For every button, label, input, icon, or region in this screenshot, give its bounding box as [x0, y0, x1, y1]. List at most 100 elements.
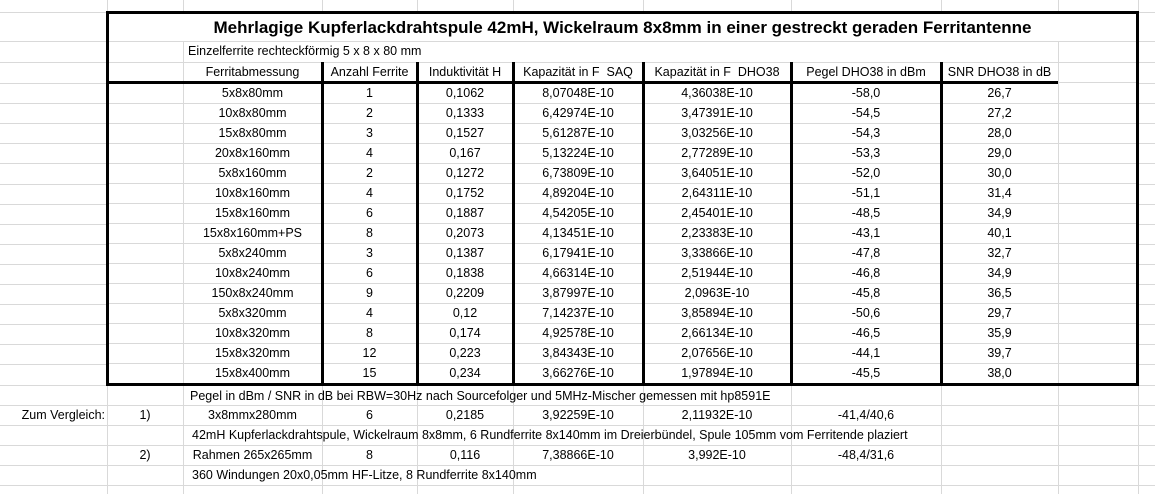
table-cell[interactable]: 6,17941E-10 [542, 245, 614, 260]
table-cell[interactable]: 0,1062 [445, 85, 485, 100]
compare-cell[interactable]: 2,11932E-10 [681, 407, 753, 422]
table-cell[interactable]: 39,7 [987, 345, 1012, 360]
table-cell[interactable]: -48,5 [851, 205, 881, 220]
table-cell[interactable]: -52,0 [851, 165, 881, 180]
table-cell[interactable]: 1,97894E-10 [681, 365, 753, 380]
table-cell[interactable]: 15x8x160mm [214, 205, 291, 220]
compare-cell[interactable]: 3,992E-10 [688, 447, 746, 462]
table-title[interactable]: Mehrlagige Kupferlackdrahtspule 42mH, Wi… [213, 18, 1032, 37]
table-cell[interactable]: 20x8x160mm [214, 145, 291, 160]
table-cell[interactable]: 27,2 [987, 105, 1012, 120]
table-cell[interactable]: 6,73809E-10 [542, 165, 614, 180]
table-cell[interactable]: 6 [366, 205, 373, 220]
table-cell[interactable]: 3 [366, 125, 373, 140]
table-cell[interactable]: 2,0963E-10 [684, 285, 750, 300]
table-cell[interactable]: 6 [366, 265, 373, 280]
table-subtitle[interactable]: Einzelferrite rechteckförmig 5 x 8 x 80 … [188, 44, 422, 59]
table-cell[interactable]: 2,77289E-10 [681, 145, 753, 160]
table-cell[interactable]: 32,7 [987, 245, 1012, 260]
column-header[interactable]: Pegel DHO38 in dBm [806, 65, 926, 80]
table-cell[interactable]: 8,07048E-10 [542, 85, 614, 100]
table-cell[interactable]: 15 [362, 365, 377, 380]
table-cell[interactable]: -46,8 [851, 265, 881, 280]
table-cell[interactable]: 12 [362, 345, 377, 360]
table-cell[interactable]: 31,4 [987, 185, 1012, 200]
table-cell[interactable]: 15x8x160mm+PS [202, 225, 302, 240]
compare-description[interactable]: 360 Windungen 20x0,05mm HF-Litze, 8 Rund… [192, 467, 537, 482]
table-cell[interactable]: 4,36038E-10 [681, 85, 753, 100]
table-cell[interactable]: 2,45401E-10 [681, 205, 753, 220]
table-cell[interactable]: 5x8x240mm [218, 245, 287, 260]
compare-cell[interactable]: Rahmen 265x265mm [192, 447, 313, 462]
table-cell[interactable]: -44,1 [851, 345, 881, 360]
table-cell[interactable]: 0,2073 [445, 225, 485, 240]
table-cell[interactable]: 30,0 [987, 165, 1012, 180]
table-cell[interactable]: 0,174 [449, 325, 481, 340]
table-cell[interactable]: -46,5 [851, 325, 881, 340]
compare-index[interactable]: 1) [139, 407, 151, 422]
column-header[interactable]: Kapazität in F DHO38 [654, 65, 780, 80]
table-cell[interactable]: 35,9 [987, 325, 1012, 340]
table-cell[interactable]: 3,64051E-10 [681, 165, 753, 180]
compare-cell[interactable]: 6 [366, 407, 373, 422]
table-cell[interactable]: 10x8x240mm [214, 265, 291, 280]
compare-cell[interactable]: 3,92259E-10 [542, 407, 614, 422]
column-header[interactable]: Kapazität in F SAQ [523, 65, 633, 80]
table-cell[interactable]: -45,8 [851, 285, 881, 300]
table-cell[interactable]: 150x8x240mm [211, 285, 294, 300]
table-cell[interactable]: 0,1752 [445, 185, 485, 200]
table-cell[interactable]: 3,87997E-10 [542, 285, 614, 300]
table-cell[interactable]: 5x8x320mm [218, 305, 287, 320]
table-cell[interactable]: 2,64311E-10 [681, 185, 753, 200]
table-cell[interactable]: 5,13224E-10 [542, 145, 614, 160]
compare-cell[interactable]: 0,116 [449, 447, 481, 462]
table-cell[interactable]: 4,89204E-10 [542, 185, 614, 200]
table-cell[interactable]: -47,8 [851, 245, 881, 260]
table-cell[interactable]: 3,85894E-10 [681, 305, 753, 320]
table-cell[interactable]: 0,2209 [445, 285, 485, 300]
table-cell[interactable]: 3,03256E-10 [681, 125, 753, 140]
table-cell[interactable]: 2,66134E-10 [681, 325, 753, 340]
table-cell[interactable]: 4,13451E-10 [542, 225, 614, 240]
table-cell[interactable]: 2,51944E-10 [681, 265, 753, 280]
compare-cell[interactable]: -48,4/31,6 [837, 447, 895, 462]
table-cell[interactable]: -54,3 [851, 125, 881, 140]
table-cell[interactable]: 34,9 [987, 205, 1012, 220]
table-cell[interactable]: 0,1272 [445, 165, 485, 180]
table-cell[interactable]: 4,66314E-10 [542, 265, 614, 280]
table-cell[interactable]: -54,5 [851, 105, 881, 120]
table-cell[interactable]: 8 [366, 325, 373, 340]
table-cell[interactable]: 4,92578E-10 [542, 325, 614, 340]
table-cell[interactable]: 4 [366, 305, 373, 320]
table-cell[interactable]: 0,167 [449, 145, 481, 160]
table-cell[interactable]: 3,84343E-10 [542, 345, 614, 360]
table-cell[interactable]: 34,9 [987, 265, 1012, 280]
table-cell[interactable]: 29,0 [987, 145, 1012, 160]
table-cell[interactable]: 5,61287E-10 [542, 125, 614, 140]
table-cell[interactable]: 3,66276E-10 [542, 365, 614, 380]
table-cell[interactable]: 10x8x80mm [218, 105, 287, 120]
table-cell[interactable]: 15x8x400mm [214, 365, 291, 380]
table-cell[interactable]: 2,23383E-10 [681, 225, 753, 240]
table-cell[interactable]: 40,1 [987, 225, 1012, 240]
table-cell[interactable]: -53,3 [851, 145, 881, 160]
table-cell[interactable]: 0,234 [449, 365, 481, 380]
compare-cell[interactable]: -41,4/40,6 [837, 407, 895, 422]
table-cell[interactable]: 36,5 [987, 285, 1012, 300]
table-cell[interactable]: -43,1 [851, 225, 881, 240]
table-cell[interactable]: 0,223 [449, 345, 481, 360]
compare-index[interactable]: 2) [139, 447, 151, 462]
compare-cell[interactable]: 7,38866E-10 [542, 447, 614, 462]
compare-cell[interactable]: 0,2185 [445, 407, 485, 422]
compare-description[interactable]: 42mH Kupferlackdrahtspule, Wickelraum 8x… [192, 427, 908, 442]
compare-cell[interactable]: 3x8mmx280mm [208, 407, 297, 422]
table-cell[interactable]: 10x8x320mm [214, 325, 291, 340]
table-cell[interactable]: 0,1838 [445, 265, 485, 280]
table-cell[interactable]: -50,6 [851, 305, 881, 320]
column-header[interactable]: SNR DHO38 in dB [947, 65, 1052, 80]
table-cell[interactable]: 15x8x80mm [218, 125, 287, 140]
table-cell[interactable]: 29,7 [987, 305, 1012, 320]
table-cell[interactable]: -58,0 [851, 85, 881, 100]
table-cell[interactable]: 15x8x320mm [214, 345, 291, 360]
table-cell[interactable]: 3,47391E-10 [681, 105, 753, 120]
